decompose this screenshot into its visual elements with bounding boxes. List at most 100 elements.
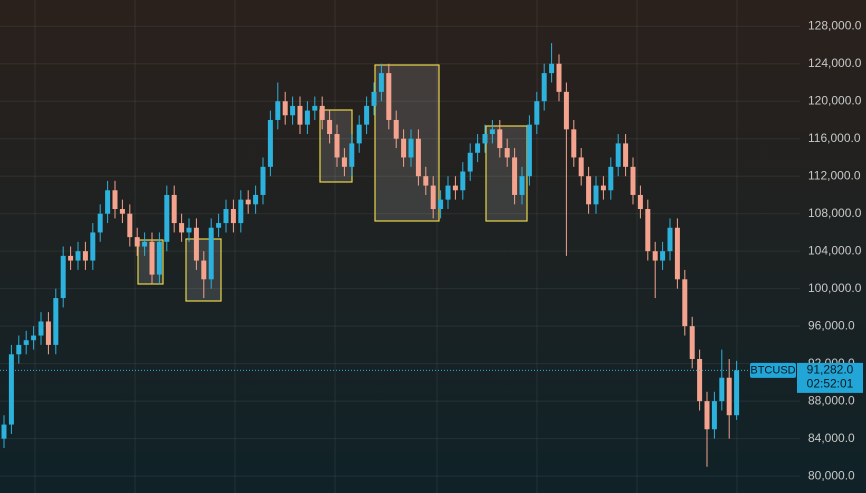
candle-body bbox=[304, 110, 310, 125]
highlight-box bbox=[374, 64, 440, 222]
candle-body bbox=[652, 251, 658, 261]
candle-body bbox=[164, 194, 170, 242]
candle-body bbox=[356, 124, 362, 144]
candle-body bbox=[645, 209, 651, 252]
candle-body bbox=[423, 176, 429, 186]
candle-body bbox=[704, 401, 710, 430]
candle-body bbox=[726, 377, 732, 416]
candle-body bbox=[364, 105, 370, 125]
candle-body bbox=[630, 166, 636, 195]
candle-body bbox=[460, 171, 466, 191]
candle-body bbox=[497, 129, 503, 149]
y-tick-label: 112,000.0 bbox=[808, 168, 861, 182]
candle-body bbox=[697, 358, 703, 402]
candle-body bbox=[534, 101, 540, 125]
candle-body bbox=[467, 152, 473, 172]
y-tick-label: 84,000.0 bbox=[808, 431, 855, 445]
y-tick-label: 108,000.0 bbox=[808, 206, 862, 220]
candle-body bbox=[186, 227, 192, 233]
candle-body bbox=[31, 335, 37, 341]
candle-body bbox=[586, 176, 592, 205]
candle-body bbox=[216, 223, 222, 228]
candle-body bbox=[8, 354, 14, 425]
candle-body bbox=[393, 119, 399, 139]
candle-body bbox=[334, 134, 340, 158]
candle-body bbox=[127, 213, 133, 238]
candle-body bbox=[689, 326, 695, 359]
candle-body bbox=[371, 91, 377, 106]
candle-body bbox=[556, 63, 562, 92]
candle-body bbox=[667, 227, 673, 252]
candle-body bbox=[593, 185, 599, 205]
candle-body bbox=[378, 73, 384, 92]
candle-body bbox=[445, 185, 451, 200]
candle-body bbox=[615, 143, 621, 167]
candle-body bbox=[519, 176, 525, 195]
y-tick-label: 116,000.0 bbox=[808, 131, 861, 145]
candle-body bbox=[297, 105, 303, 125]
candle-body bbox=[45, 321, 51, 345]
candle-body bbox=[623, 143, 629, 167]
candle-body bbox=[260, 166, 266, 195]
candle-body bbox=[119, 209, 125, 214]
y-tick-label: 124,000.0 bbox=[808, 56, 862, 70]
candle-body bbox=[430, 185, 436, 210]
candle-body bbox=[637, 194, 643, 210]
candle-body bbox=[526, 124, 532, 177]
candle-body bbox=[341, 157, 347, 167]
candle-body bbox=[600, 185, 606, 191]
candle-body bbox=[608, 166, 614, 191]
candle-body bbox=[327, 119, 333, 135]
candle-body bbox=[482, 134, 488, 144]
candle-body bbox=[312, 105, 318, 111]
candle-body bbox=[674, 227, 680, 280]
y-tick-label: 88,000.0 bbox=[808, 393, 855, 407]
candle-body bbox=[193, 227, 199, 261]
y-tick-label: 120,000.0 bbox=[808, 93, 862, 107]
y-tick-label: 128,000.0 bbox=[808, 18, 862, 32]
candle-body bbox=[438, 199, 444, 210]
candle-body bbox=[156, 241, 162, 275]
candle-body bbox=[415, 138, 421, 177]
candle-body bbox=[245, 199, 251, 205]
y-tick-label: 104,000.0 bbox=[808, 243, 862, 257]
candle-body bbox=[134, 237, 140, 247]
candle-body bbox=[734, 370, 740, 416]
candle-body bbox=[549, 63, 555, 74]
candle-body bbox=[386, 73, 392, 120]
candle-body bbox=[38, 321, 44, 336]
candle-body bbox=[82, 251, 88, 261]
candle-body bbox=[267, 119, 273, 167]
candle-body bbox=[452, 185, 458, 191]
candle-body bbox=[149, 241, 155, 275]
y-tick-label: 100,000.0 bbox=[808, 281, 862, 295]
countdown: 02:52:01 bbox=[807, 377, 854, 391]
candle-body bbox=[23, 340, 29, 345]
candle-body bbox=[171, 194, 177, 224]
candle-body bbox=[719, 377, 725, 402]
candle-body bbox=[53, 298, 59, 345]
candle-body bbox=[275, 101, 281, 120]
candle-body bbox=[660, 251, 666, 261]
candle-body bbox=[105, 190, 111, 214]
last-price: 91,282.0 bbox=[807, 363, 854, 377]
candle-body bbox=[489, 129, 495, 135]
symbol: BTCUSD bbox=[750, 364, 795, 376]
candle-body bbox=[319, 105, 325, 120]
highlight-box bbox=[319, 109, 353, 183]
candle-body bbox=[60, 255, 66, 299]
candle-body bbox=[408, 138, 414, 158]
candle-body bbox=[290, 105, 296, 116]
price-box bbox=[797, 362, 863, 393]
candle-body bbox=[578, 157, 584, 177]
candle-body bbox=[16, 344, 22, 355]
candle-body bbox=[179, 223, 185, 233]
candle-body bbox=[223, 209, 229, 224]
price-label: BTCUSD 91,282.0 02:52:01 bbox=[750, 363, 863, 393]
candle-body bbox=[682, 279, 688, 327]
candle-body bbox=[90, 232, 96, 261]
candle-body bbox=[282, 101, 288, 116]
horizontal-grid bbox=[0, 25, 800, 477]
candle-body bbox=[563, 91, 569, 130]
